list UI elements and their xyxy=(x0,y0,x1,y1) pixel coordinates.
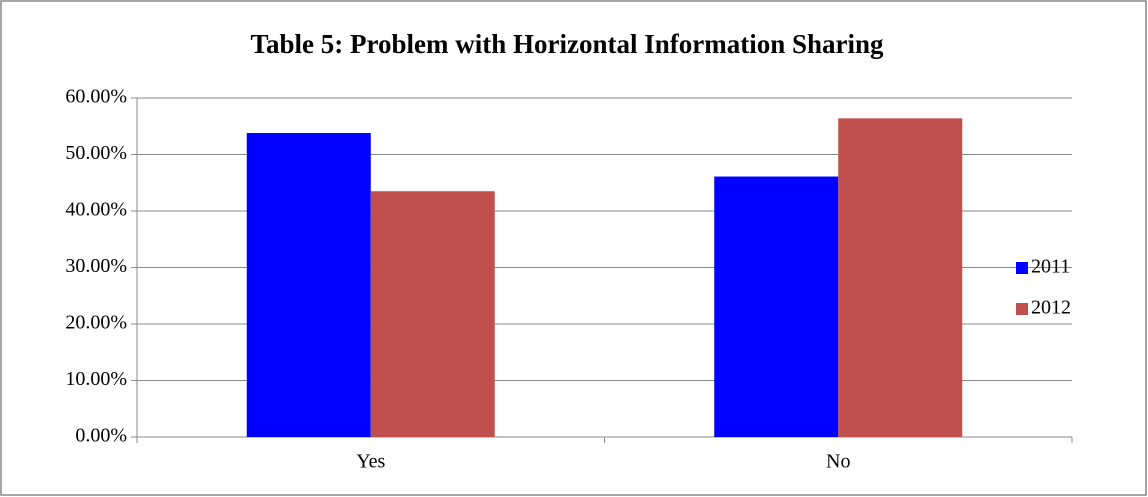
y-tick-label: 0.00% xyxy=(75,425,127,447)
chart-title: Table 5: Problem with Horizontal Informa… xyxy=(250,29,884,59)
bar xyxy=(838,118,963,437)
bar xyxy=(370,191,495,437)
x-tick-label: Yes xyxy=(356,451,385,473)
y-tick-label: 10.00% xyxy=(65,368,127,390)
legend-label: 2011 xyxy=(1031,256,1070,278)
legend-swatch xyxy=(1016,262,1028,274)
y-tick-label: 60.00% xyxy=(65,86,127,108)
y-tick-label: 40.00% xyxy=(65,199,127,221)
y-tick-label: 50.00% xyxy=(65,142,127,164)
bar xyxy=(246,133,371,437)
y-tick-label: 30.00% xyxy=(65,255,127,277)
legend-swatch xyxy=(1016,303,1028,315)
bar xyxy=(714,176,839,437)
legend-label: 2012 xyxy=(1031,297,1071,319)
x-tick-label: No xyxy=(826,451,850,473)
y-tick-label: 20.00% xyxy=(65,312,127,334)
